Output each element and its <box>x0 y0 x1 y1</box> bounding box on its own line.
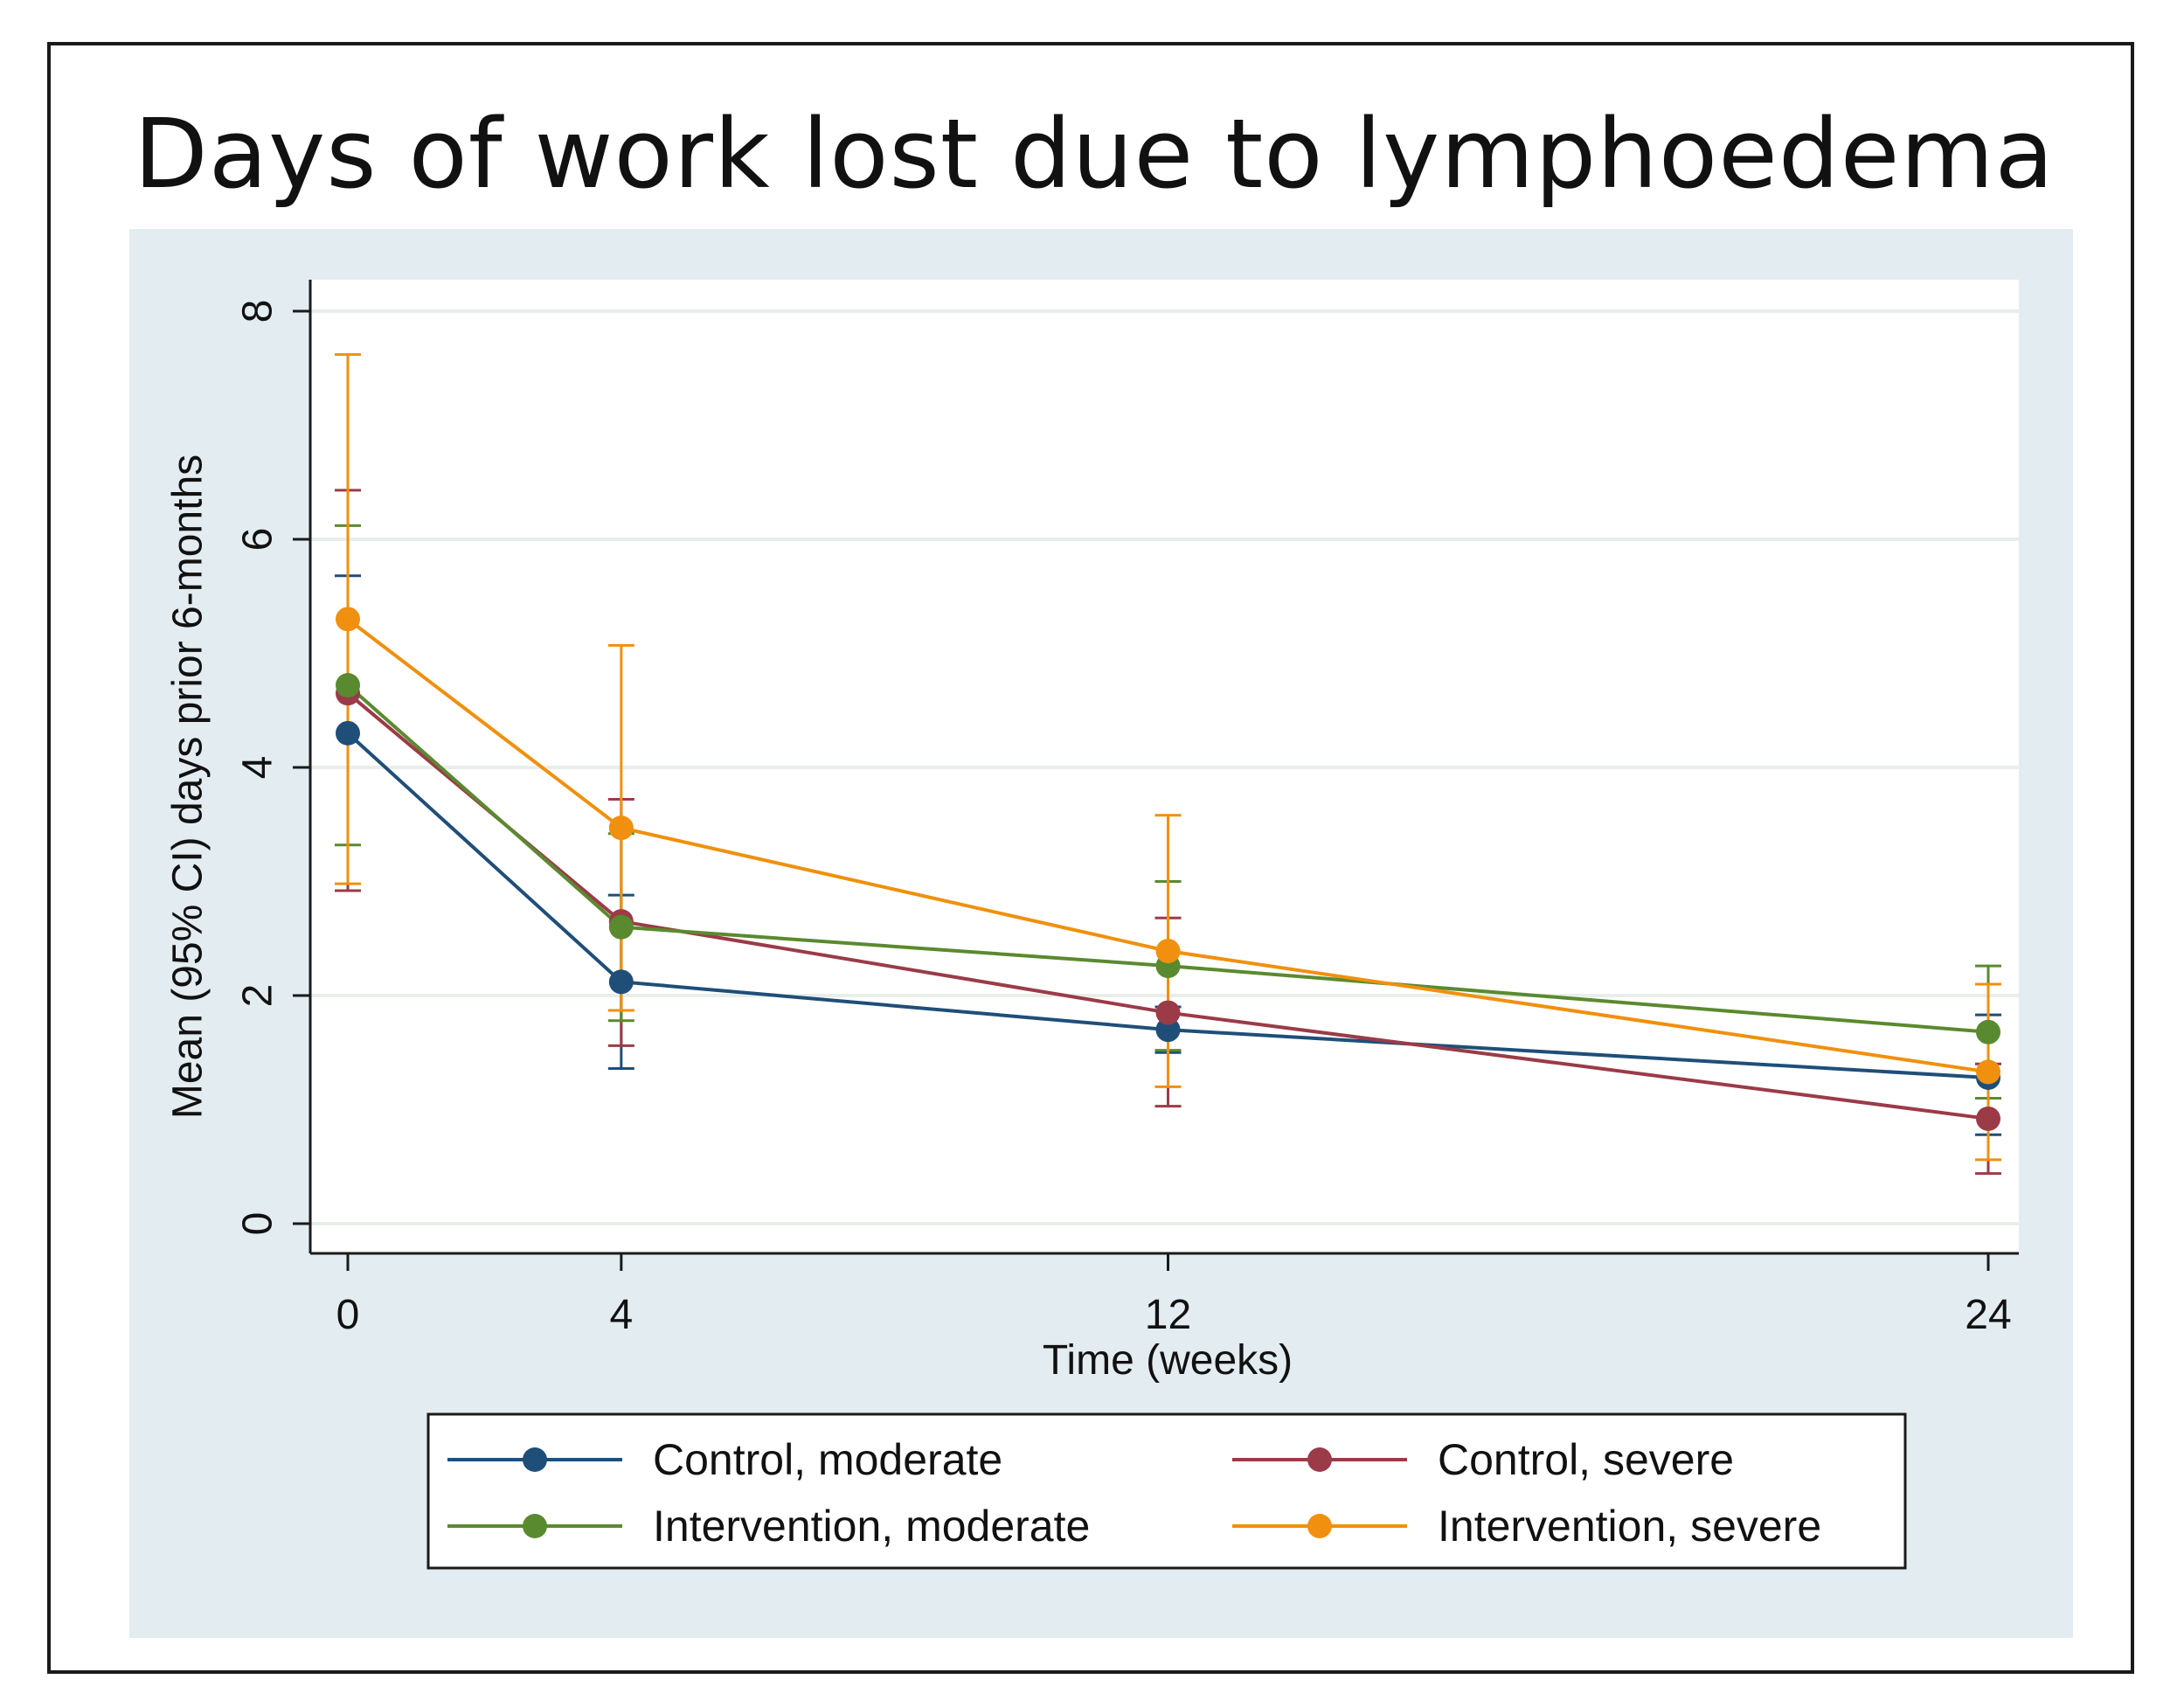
data-point <box>1976 1059 2000 1085</box>
legend-swatch-marker-3 <box>1307 1514 1332 1538</box>
y-tick-label-2: 2 <box>235 984 281 1008</box>
data-point <box>1155 1000 1181 1025</box>
y-axis-title: Mean (95% CI) days prior 6-months <box>165 455 211 1119</box>
legend-box <box>426 1412 1907 1570</box>
legend-label-3: Intervention, severe <box>1438 1502 1821 1551</box>
y-tick-label-8: 8 <box>235 300 281 323</box>
data-point <box>336 673 360 698</box>
y-tick-label-4: 4 <box>235 756 281 780</box>
series-line-0 <box>346 732 1989 1079</box>
data-point <box>1155 939 1181 964</box>
legend-swatch-marker-1 <box>1307 1447 1332 1472</box>
x-tick-label-12: 12 <box>1145 1292 1191 1338</box>
legend-label-2: Intervention, moderate <box>653 1502 1090 1551</box>
data-point <box>608 914 634 940</box>
x-tick-label-24: 24 <box>1965 1292 2011 1338</box>
y-tick-label-0: 0 <box>235 1212 281 1236</box>
data-point <box>336 720 360 746</box>
legend-swatch-marker-2 <box>523 1514 547 1538</box>
y-tick-label-6: 6 <box>235 528 281 552</box>
data-point <box>608 815 634 841</box>
data-point <box>1976 1019 2000 1044</box>
legend-label-1: Control, severe <box>1438 1435 1734 1484</box>
legend-swatch-marker-0 <box>523 1447 547 1472</box>
data-point <box>1976 1106 2000 1131</box>
series-line-3 <box>346 617 1989 1074</box>
series-line-2 <box>346 683 1989 1034</box>
x-axis-title: Time (weeks) <box>1043 1337 1293 1384</box>
x-tick-label-4: 4 <box>609 1292 633 1338</box>
chart-title: Days of work lost due to lymphoedema <box>134 98 2055 210</box>
legend-label-0: Control, moderate <box>653 1435 1002 1484</box>
data-point <box>336 607 360 632</box>
data-point <box>1155 1017 1181 1043</box>
x-tick-label-0: 0 <box>336 1292 360 1338</box>
data-point <box>608 969 634 995</box>
